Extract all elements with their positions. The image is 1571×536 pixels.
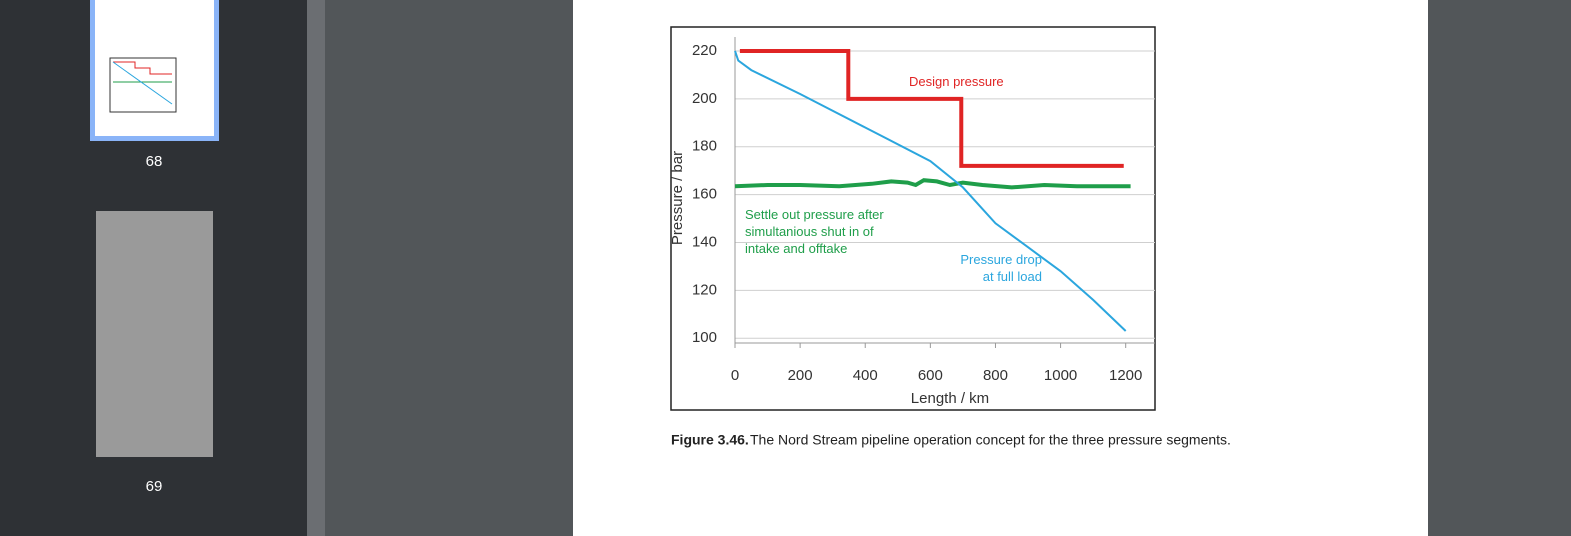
thumbnail-figure [109, 57, 177, 113]
thumbnail-68[interactable] [95, 0, 214, 136]
y-tick-label: 120 [692, 281, 717, 298]
annotation: Design pressure [909, 74, 1004, 89]
series-line [734, 50, 1127, 332]
y-tick-label: 180 [692, 138, 717, 155]
caption-text: The Nord Stream pipeline operation conce… [750, 432, 1231, 448]
y-axis-label: Pressure / bar [669, 151, 686, 245]
thumbnail-line [113, 61, 172, 75]
page [573, 0, 1428, 536]
thumbnail-line [112, 61, 173, 105]
x-tick-label: 200 [788, 367, 813, 384]
x-axis-label: Length / km [911, 390, 989, 407]
scrollbar[interactable] [307, 0, 325, 536]
annotation: Pressure drop at full load [960, 252, 1042, 284]
annotation: Settle out pressure after simultanious s… [745, 207, 884, 256]
y-tick-label: 140 [692, 233, 717, 250]
thumbnail-69[interactable] [96, 211, 213, 457]
x-tick-label: 1200 [1109, 367, 1142, 384]
y-tick-label: 100 [692, 329, 717, 346]
y-tick-label: 220 [692, 42, 717, 59]
page-number: 68 [146, 153, 163, 170]
x-tick-label: 600 [918, 367, 943, 384]
series-line [734, 178, 1131, 190]
figure-frame [670, 26, 1156, 411]
x-tick-label: 1000 [1044, 367, 1077, 384]
x-tick-label: 0 [731, 367, 739, 384]
y-tick-label: 200 [692, 90, 717, 107]
x-tick-label: 800 [983, 367, 1008, 384]
x-tick-label: 400 [853, 367, 878, 384]
y-tick-label: 160 [692, 186, 717, 203]
caption-label: Figure 3.46. [671, 432, 749, 448]
page-number: 69 [146, 478, 163, 495]
series-line [739, 48, 1124, 168]
